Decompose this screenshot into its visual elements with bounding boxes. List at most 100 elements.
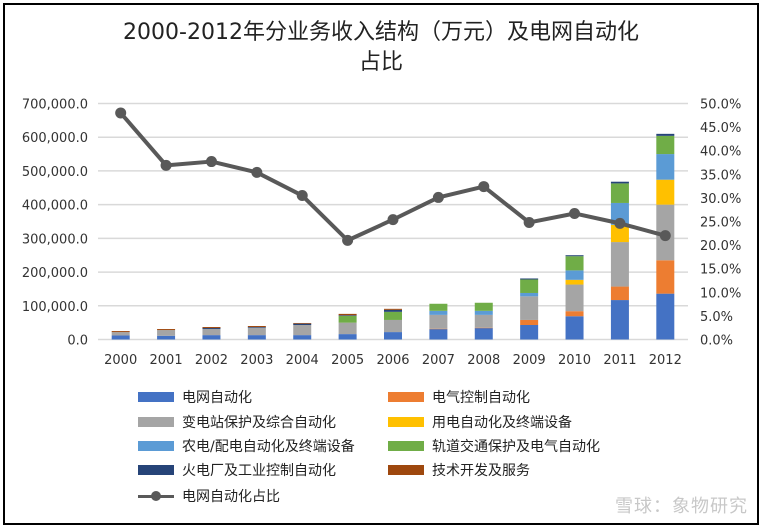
x-tick-label: 2003 — [240, 353, 273, 368]
line-point-2005 — [342, 234, 354, 246]
chart-frame — [3, 3, 759, 525]
legend-item: 电网自动化 — [138, 387, 252, 407]
bar-2010-series-5 — [565, 256, 584, 271]
legend-swatch — [388, 441, 424, 451]
legend-swatch — [388, 465, 424, 475]
bar-2011-series-0 — [610, 300, 629, 340]
bar-2010-series-4 — [565, 270, 584, 280]
legend-label: 用电自动化及终端设备 — [432, 415, 572, 431]
bar-2004-series-6 — [293, 323, 312, 326]
bar-2006-series-6 — [384, 309, 402, 312]
bar-2002-series-0 — [202, 335, 221, 340]
bar-2012-series-3 — [656, 179, 675, 205]
bar-2001-series-0 — [157, 335, 176, 340]
bar-2006-series-0 — [384, 332, 402, 340]
bar-2010-series-2 — [565, 284, 584, 312]
line-point-2003 — [251, 166, 263, 178]
legend-line-marker — [138, 491, 174, 501]
bar-2009-series-0 — [520, 325, 539, 340]
chart-title: 2000-2012年分业务收入结构（万元）及电网自动化 占比 — [0, 18, 762, 78]
bar-2008-series-4 — [474, 310, 493, 315]
legend-label: 电气控制自动化 — [432, 390, 530, 406]
bar-2007-series-0 — [429, 329, 448, 340]
x-tick-label: 2000 — [104, 353, 137, 368]
legend-label: 电网自动化 — [182, 390, 252, 406]
legend-item: 电气控制自动化 — [388, 387, 530, 407]
bar-2008-series-2 — [474, 314, 493, 328]
y2-tick-label: 10.0% — [700, 286, 741, 301]
x-tick-label: 2001 — [150, 353, 183, 368]
y-tick-label: 200,000.0 — [22, 266, 88, 281]
x-tick-label: 2012 — [649, 353, 682, 368]
bar-2012-series-1 — [656, 260, 675, 294]
legend-swatch — [138, 417, 174, 427]
bar-2004-series-2 — [293, 325, 312, 336]
legend-item: 用电自动化及终端设备 — [388, 412, 572, 432]
bar-2005-series-7 — [338, 313, 357, 316]
line-point-2010 — [569, 207, 581, 219]
bar-2011-series-2 — [610, 242, 629, 287]
legend-swatch — [138, 441, 174, 451]
legend-swatch — [138, 392, 174, 402]
bar-2002-series-7 — [202, 327, 221, 329]
x-tick-label: 2006 — [376, 353, 409, 368]
bar-2005-series-5 — [338, 315, 357, 323]
bar-2006-series-7 — [384, 308, 402, 310]
bar-2000-series-2 — [111, 332, 130, 336]
bar-2002-series-2 — [202, 329, 221, 336]
bar-2011-series-3 — [610, 224, 629, 243]
line-point-2012 — [659, 230, 671, 242]
x-tick-label: 2005 — [331, 353, 364, 368]
bar-2012-series-5 — [656, 135, 675, 155]
legend-swatch — [388, 417, 424, 427]
bar-2007-series-1 — [429, 328, 448, 330]
legend-swatch — [138, 465, 174, 475]
y-tick-label: 700,000.0 — [22, 98, 88, 113]
bar-2007-series-4 — [429, 310, 448, 315]
bar-2007-series-5 — [429, 303, 448, 311]
y2-tick-label: 5.0% — [700, 310, 733, 325]
bar-2002-series-6 — [202, 328, 221, 330]
y2-tick-label: 40.0% — [700, 145, 741, 160]
y2-tick-label: 30.0% — [700, 192, 741, 207]
bar-2011-series-6 — [610, 181, 629, 184]
bar-2009-series-4 — [520, 292, 539, 297]
bar-2010-series-6 — [565, 255, 584, 257]
bar-2009-series-5 — [520, 279, 539, 293]
line-point-2006 — [387, 214, 399, 226]
bar-2009-series-2 — [520, 296, 539, 320]
bar-2005-series-2 — [338, 322, 357, 335]
bar-2003-series-0 — [247, 335, 266, 340]
bar-2008-series-1 — [474, 327, 493, 329]
bar-2010-series-3 — [565, 279, 584, 285]
watermark: 雪球：象物研究 — [615, 496, 748, 517]
y2-tick-label: 45.0% — [700, 121, 741, 136]
y2-tick-label: 35.0% — [700, 168, 741, 183]
bar-2006-series-2 — [384, 319, 402, 333]
x-tick-label: 2011 — [603, 353, 636, 368]
line-point-2008 — [478, 181, 490, 193]
y2-tick-label: 20.0% — [700, 239, 741, 254]
bar-2008-series-5 — [474, 302, 493, 311]
line-point-2004 — [296, 190, 308, 202]
y-tick-label: 500,000.0 — [22, 165, 88, 180]
line-point-2000 — [115, 107, 127, 119]
y-tick-label: 600,000.0 — [22, 131, 88, 146]
bar-2007-series-2 — [429, 314, 448, 329]
bar-2009-series-1 — [520, 319, 539, 326]
bar-2012-series-6 — [656, 133, 675, 136]
y-tick-label: 300,000.0 — [22, 232, 88, 247]
x-tick-label: 2010 — [558, 353, 591, 368]
line-point-2009 — [523, 216, 535, 228]
bar-2003-series-7 — [247, 326, 266, 328]
line-point-2007 — [432, 191, 444, 203]
bar-2005-series-6 — [338, 315, 357, 316]
x-tick-label: 2004 — [286, 353, 319, 368]
line-point-2001 — [160, 159, 172, 171]
legend-label: 技术开发及服务 — [432, 463, 530, 479]
bar-2003-series-2 — [247, 327, 266, 336]
bar-2001-series-2 — [157, 330, 176, 336]
bar-2001-series-7 — [157, 329, 176, 331]
x-tick-label: 2008 — [467, 353, 500, 368]
